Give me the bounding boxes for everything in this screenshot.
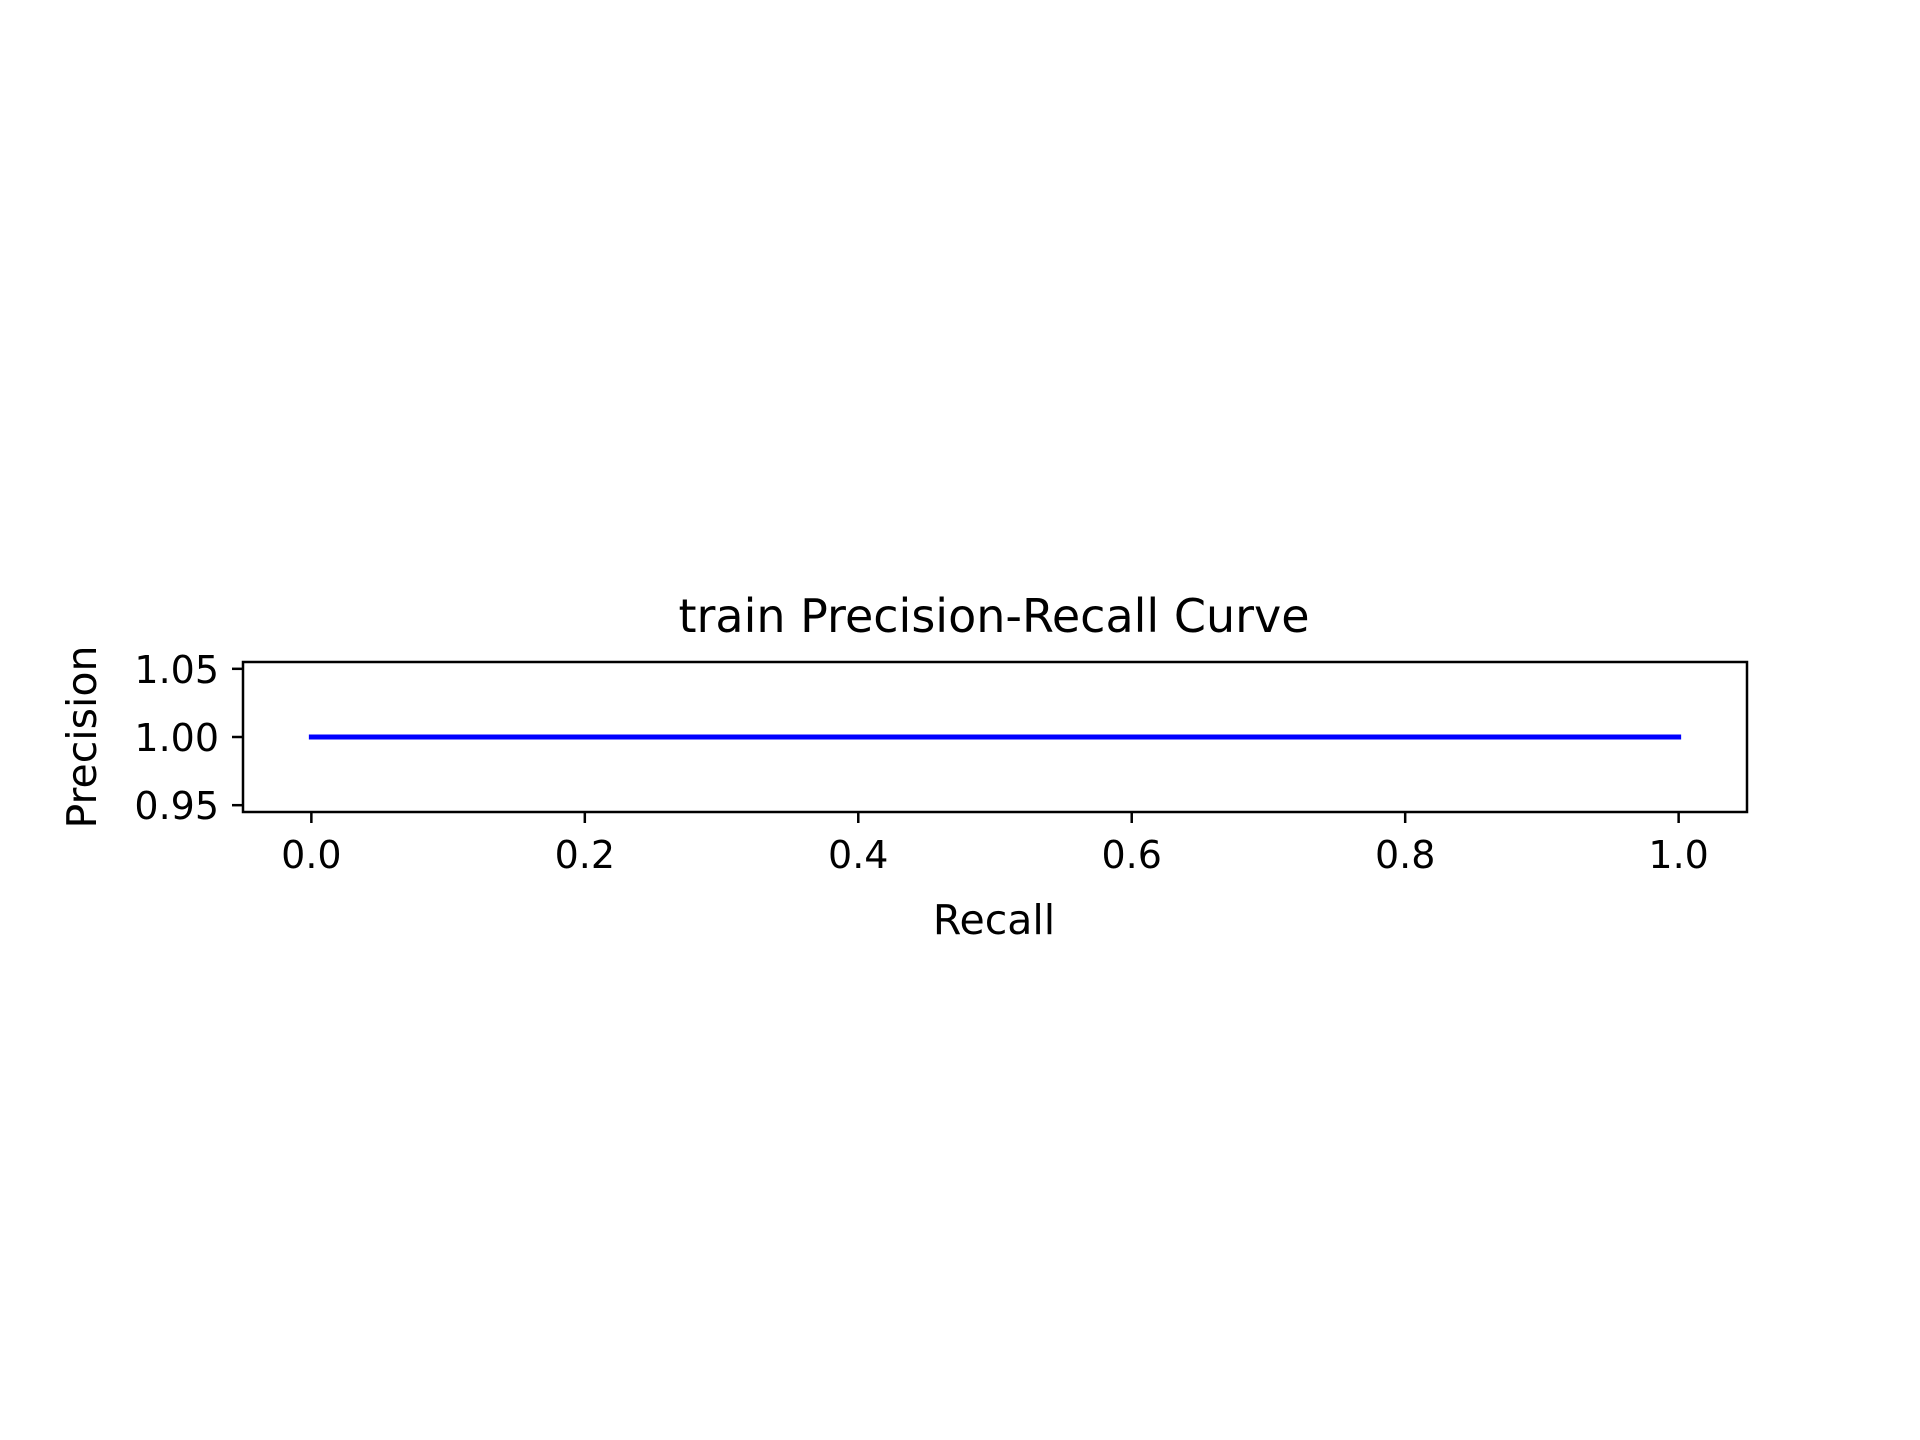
y-axis-ticks: 0.95 1.00 1.05 — [134, 648, 243, 828]
y-axis-label: Precision — [58, 646, 106, 829]
x-tick-label: 0.4 — [828, 833, 888, 877]
x-tick-label: 0.2 — [555, 833, 615, 877]
y-tick-label: 1.00 — [134, 716, 219, 760]
plot-frame — [241, 660, 1749, 814]
y-tick-label: 0.95 — [134, 784, 219, 828]
x-axis-ticks: 0.0 0.2 0.4 0.6 0.8 1.0 — [281, 812, 1709, 877]
x-tick-label: 0.8 — [1375, 833, 1435, 877]
x-tick-label: 0.0 — [281, 833, 341, 877]
x-tick-label: 1.0 — [1648, 833, 1708, 877]
x-tick-label: 0.6 — [1102, 833, 1162, 877]
chart-title: train Precision-Recall Curve — [678, 589, 1309, 643]
y-tick-label: 1.05 — [134, 648, 219, 692]
x-axis-label: Recall — [933, 896, 1055, 944]
